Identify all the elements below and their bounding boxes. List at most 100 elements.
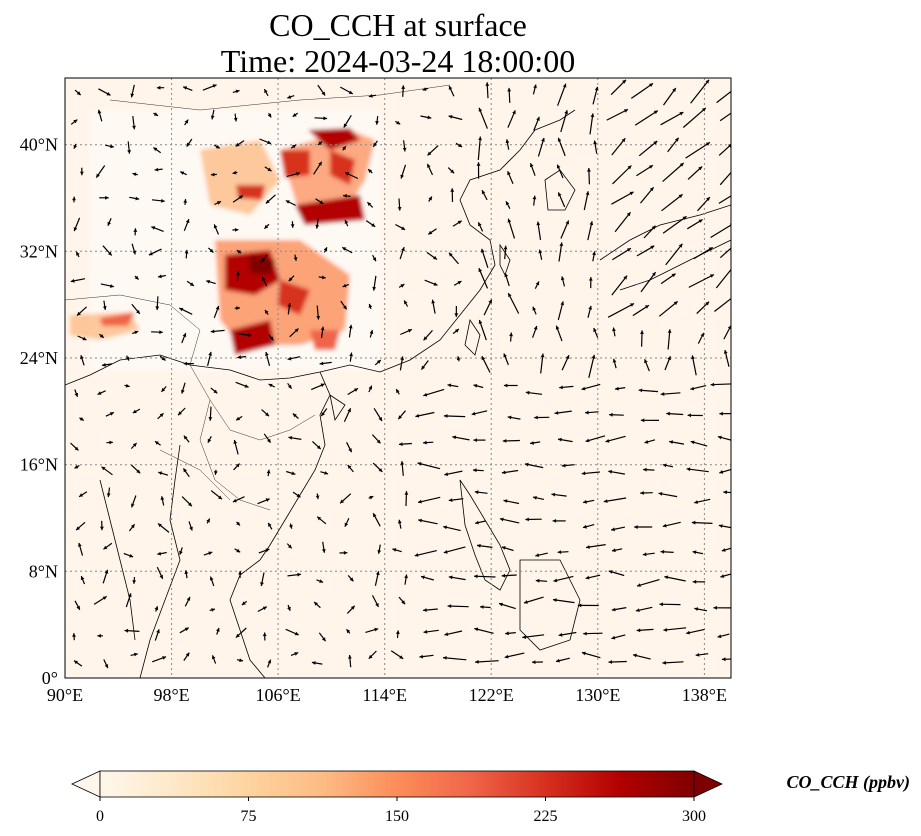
wind-arrow-head	[159, 330, 163, 335]
wind-arrow-head	[675, 137, 679, 142]
wind-arrow-head	[558, 437, 562, 442]
wind-arrow-head	[450, 188, 455, 192]
wind-arrow-head	[504, 273, 509, 278]
wind-arrow-head	[608, 469, 613, 474]
wind-arrow-head	[154, 167, 159, 172]
wind-arrow-head	[731, 110, 735, 114]
wind-arrow-head	[561, 463, 566, 468]
wind-arrow-head	[342, 247, 347, 251]
wind-arrow-head	[525, 390, 530, 395]
wind-arrow-head	[708, 247, 713, 251]
wind-arrow-head	[672, 88, 676, 92]
wind-arrow-head	[503, 353, 507, 358]
wind-arrow-head	[397, 519, 402, 524]
wind-arrow-head	[533, 496, 537, 500]
wind-arrow-head	[507, 171, 511, 176]
wind-arrow-shaft	[475, 660, 499, 663]
wind-arrow-head	[244, 384, 249, 388]
wind-arrow-head	[705, 142, 710, 146]
wind-arrow-head	[418, 518, 422, 523]
wind-arrow-head	[649, 83, 653, 87]
wind-arrow-head	[478, 136, 482, 141]
wind-arrow-shaft	[636, 579, 660, 587]
wind-arrow-head	[633, 653, 637, 658]
wind-arrow-head	[296, 493, 301, 498]
wind-arrow-head	[530, 441, 534, 445]
wind-arrow-head	[294, 631, 299, 636]
wind-arrow-shaft	[478, 107, 488, 129]
wind-arrow-head	[400, 174, 404, 179]
wind-arrow-head	[130, 524, 135, 529]
wind-arrow-head	[478, 222, 482, 227]
wind-arrow-head	[458, 143, 463, 147]
wind-arrow-head	[74, 465, 79, 469]
wind-arrow-head	[148, 251, 153, 256]
wind-arrow-head	[428, 230, 433, 235]
wind-arrow-head	[76, 91, 81, 96]
wind-arrow-head	[478, 320, 483, 324]
wind-arrow-head	[234, 228, 239, 232]
wind-arrow-head	[421, 365, 426, 370]
wind-arrow-head	[345, 172, 350, 176]
wind-arrow-head	[344, 522, 349, 527]
wind-arrow-head	[399, 655, 404, 659]
wind-arrow-shaft	[611, 247, 632, 261]
wind-arrow-head	[287, 606, 291, 611]
wind-arrow-shaft	[423, 388, 445, 397]
wind-arrow-head	[475, 520, 479, 525]
wind-arrow-head	[375, 571, 380, 576]
plot-title: CO_CCH at surface	[269, 7, 527, 43]
wind-arrow-head	[130, 93, 135, 98]
wind-arrow-head	[323, 247, 328, 252]
wind-arrow-head	[660, 549, 665, 554]
wind-arrow-head	[644, 440, 649, 444]
wind-arrow-head	[73, 119, 78, 124]
wind-arrow-head	[154, 606, 159, 611]
wind-arrow-head	[368, 169, 372, 173]
colorbar-tick-label: 0	[96, 808, 104, 825]
wind-arrow-shaft	[607, 302, 635, 318]
wind-arrow-head	[535, 281, 540, 286]
wind-arrow-head	[590, 113, 595, 118]
wind-arrow-head	[343, 194, 347, 198]
wind-arrow-head	[701, 107, 706, 112]
wind-arrow-shaft	[662, 215, 687, 234]
wind-arrow-head	[156, 629, 160, 634]
colorbar-tick-label: 75	[241, 808, 257, 825]
wind-arrow-head	[367, 202, 372, 206]
wind-arrow-head	[414, 553, 419, 557]
wind-arrow-head	[373, 142, 377, 147]
wind-arrow-head	[417, 462, 422, 466]
wind-arrow-head	[577, 603, 582, 608]
wind-arrow-head	[471, 411, 476, 416]
wind-arrow-head	[499, 602, 503, 607]
wind-arrow-shaft	[664, 576, 686, 582]
wind-arrow-head	[110, 144, 114, 149]
wind-arrow-head	[662, 660, 667, 665]
wind-arrow-head	[213, 471, 218, 475]
wind-arrow-head	[132, 250, 137, 255]
wind-arrow-head	[216, 627, 220, 632]
wind-arrow-head	[485, 82, 490, 86]
wind-arrow-head	[104, 569, 109, 574]
wind-arrow-head	[658, 492, 663, 496]
wind-arrow-head	[559, 385, 563, 390]
wind-arrow-head	[585, 410, 589, 415]
wind-arrow-head	[233, 440, 238, 444]
wind-arrow-shaft	[662, 162, 685, 183]
wind-arrow-head	[433, 282, 438, 286]
wind-arrow-head	[72, 633, 76, 637]
wind-arrow-head	[679, 112, 684, 116]
wind-arrow-head	[132, 443, 137, 447]
wind-arrow-head	[102, 596, 107, 600]
wind-arrow-head	[207, 438, 212, 443]
wind-arrow-head	[524, 600, 528, 604]
wind-arrow-head	[342, 283, 347, 288]
wind-arrow-head	[73, 227, 78, 232]
wind-arrow-head	[662, 523, 667, 528]
wind-arrow-head	[624, 109, 628, 113]
wind-arrow-head	[503, 499, 508, 503]
lon-tick-label: 122°E	[469, 685, 514, 705]
wind-arrow-head	[505, 201, 510, 206]
wind-arrow-head	[315, 224, 320, 229]
